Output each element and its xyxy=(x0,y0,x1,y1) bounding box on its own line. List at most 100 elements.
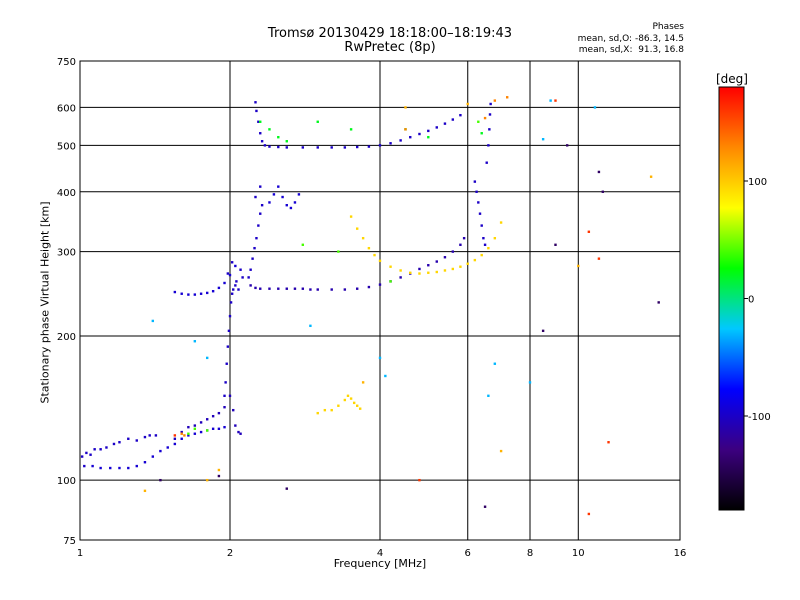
echo-point xyxy=(263,144,267,147)
echo-point xyxy=(485,161,488,164)
echo-point xyxy=(254,286,257,290)
echo-point xyxy=(289,206,293,210)
echo-point xyxy=(205,418,209,421)
echo-point xyxy=(173,442,177,446)
echo-point xyxy=(159,449,162,453)
echo-point xyxy=(378,356,382,360)
echo-point xyxy=(143,435,147,439)
echo-point xyxy=(193,424,197,427)
echo-point xyxy=(226,272,230,275)
echo-point xyxy=(443,256,447,259)
echo-point xyxy=(399,269,402,272)
echo-point xyxy=(493,236,497,240)
x-tick-label: 8 xyxy=(527,548,533,559)
echo-point xyxy=(462,236,466,240)
echo-point xyxy=(85,451,88,455)
echo-point xyxy=(217,427,221,431)
echo-point xyxy=(118,441,121,444)
echo-point xyxy=(378,144,382,147)
echo-point xyxy=(254,195,257,199)
echo-point xyxy=(237,430,240,434)
echo-point xyxy=(330,288,333,291)
phase-stats-o-mode: mean, sd,O: -86.3, 14.5 xyxy=(577,34,684,44)
echo-point xyxy=(239,432,242,435)
echo-point xyxy=(549,99,552,102)
echo-point xyxy=(301,146,305,149)
chart-title: Tromsø 20130429 18:18:00–18:19:43 xyxy=(267,26,513,41)
echo-point xyxy=(389,265,392,268)
echo-point xyxy=(180,432,183,435)
echo-point xyxy=(249,284,252,287)
phase-stats-title: Phases xyxy=(652,22,684,32)
echo-point xyxy=(180,430,183,434)
echo-point xyxy=(399,139,402,142)
echo-point xyxy=(427,135,430,139)
colorbar-tick-label: -100 xyxy=(748,412,771,423)
echo-point xyxy=(435,126,438,129)
echo-point xyxy=(112,442,116,446)
y-tick-label: 200 xyxy=(57,332,76,343)
echo-point xyxy=(409,135,412,139)
y-tick-label: 100 xyxy=(57,476,76,487)
x-axis-ticks: 1 2 4 6 8 10 16 xyxy=(77,548,687,559)
echo-point xyxy=(418,267,421,271)
echo-point xyxy=(361,236,365,240)
echo-point xyxy=(443,269,447,272)
echo-point xyxy=(480,224,483,227)
echo-point xyxy=(277,135,280,139)
echo-point xyxy=(475,190,478,193)
echo-point xyxy=(260,203,264,207)
echo-point xyxy=(451,250,455,253)
echo-point xyxy=(228,314,232,318)
echo-point xyxy=(435,260,438,263)
echo-point xyxy=(223,406,226,409)
echo-point xyxy=(427,271,430,274)
echo-point xyxy=(587,230,591,233)
echo-point xyxy=(541,329,545,333)
echo-point xyxy=(285,203,288,207)
echo-point xyxy=(80,455,84,458)
echo-point xyxy=(483,243,487,246)
y-axis-ticks: 75 100 200 300 400 500 600 750 xyxy=(57,57,76,547)
echo-point xyxy=(355,227,359,230)
echo-point xyxy=(109,466,112,470)
echo-point xyxy=(657,301,660,304)
chart-subtitle: RwPretec (8p) xyxy=(344,40,436,55)
y-tick-label: 600 xyxy=(57,103,76,114)
echo-point xyxy=(466,102,469,106)
echo-point xyxy=(349,215,353,218)
echo-point xyxy=(199,292,203,295)
echo-point xyxy=(477,120,480,123)
echo-point xyxy=(478,212,482,215)
echo-point xyxy=(193,427,197,431)
echo-point xyxy=(493,99,497,102)
echo-point xyxy=(255,236,258,240)
echo-point xyxy=(389,142,392,145)
echo-point xyxy=(451,267,455,271)
echo-point xyxy=(361,381,365,384)
echo-point xyxy=(257,224,260,227)
echo-point xyxy=(187,293,190,296)
echo-point xyxy=(593,106,597,109)
echo-point xyxy=(349,128,353,131)
echo-point xyxy=(260,140,264,143)
echo-point xyxy=(473,180,477,183)
echo-point xyxy=(565,144,569,147)
x-tick-label: 16 xyxy=(674,548,687,559)
echo-point xyxy=(577,264,580,268)
echo-point xyxy=(223,281,226,285)
echo-point xyxy=(127,437,130,440)
echo-point xyxy=(499,221,503,224)
echo-point xyxy=(205,291,209,295)
y-tick-label: 400 xyxy=(57,188,76,199)
echo-point xyxy=(554,243,557,246)
echo-point xyxy=(489,102,492,106)
echo-point xyxy=(459,265,462,268)
echo-point xyxy=(143,489,147,493)
y-tick-label: 500 xyxy=(57,141,76,152)
echo-point xyxy=(255,109,258,113)
echo-point xyxy=(277,287,280,290)
echo-point xyxy=(480,253,483,257)
echo-point xyxy=(166,446,169,449)
colorbar-unit-label: [deg] xyxy=(716,72,748,86)
